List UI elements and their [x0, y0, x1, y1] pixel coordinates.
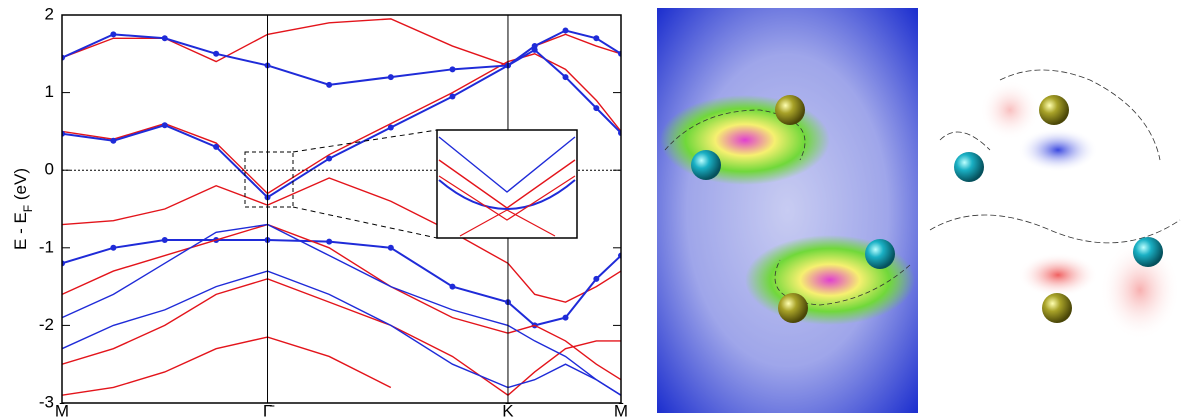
y-tick-label: -3 — [39, 392, 54, 411]
band — [62, 336, 392, 396]
x-tick-label: K̄ — [502, 401, 514, 419]
band-point — [387, 244, 394, 251]
band-point — [449, 66, 456, 73]
y-axis-label: E - EF (eV) — [11, 168, 35, 250]
inset-band — [438, 179, 576, 210]
band-point — [161, 237, 168, 244]
density-map-right — [921, 8, 1190, 413]
band-point — [593, 35, 600, 42]
y-tick-label: -1 — [39, 237, 54, 256]
band — [62, 177, 621, 303]
band-point — [326, 155, 333, 162]
y-label-main: E - E — [11, 212, 30, 250]
band-point — [110, 31, 117, 38]
band — [62, 270, 621, 396]
inset-frame — [436, 129, 578, 239]
y-label-tail: (eV) — [11, 168, 30, 205]
band-point — [387, 74, 394, 81]
band — [62, 18, 621, 67]
inset-band — [438, 175, 576, 237]
y-tick-label: -2 — [39, 315, 54, 334]
band-point — [110, 244, 117, 251]
band-point — [161, 122, 168, 129]
inset — [244, 129, 578, 239]
x-tick-label: M̄ — [55, 401, 69, 419]
band-point — [213, 143, 220, 150]
y-label-sub: F — [21, 205, 35, 212]
band-point — [161, 35, 168, 42]
zoom-guide — [292, 206, 438, 239]
band-point — [562, 314, 569, 321]
band-point — [110, 137, 117, 144]
band — [62, 223, 621, 396]
band-point — [326, 81, 333, 88]
plot-frame — [61, 14, 622, 404]
y-tick-label: 0 — [45, 160, 54, 179]
band-point — [593, 275, 600, 282]
band-point — [562, 27, 569, 34]
band-point — [449, 93, 456, 100]
inset-band — [438, 136, 576, 193]
band-point — [531, 43, 538, 50]
x-tick-label: Γ̄ — [263, 401, 275, 419]
x-tick-label: M̄ — [614, 401, 628, 419]
plot-area — [62, 18, 621, 397]
band-point — [449, 283, 456, 290]
band — [62, 239, 621, 327]
zoom-guide — [292, 129, 438, 153]
band-point — [326, 238, 333, 245]
band-point — [387, 124, 394, 131]
density-map-left — [657, 8, 918, 413]
y-tick-label: 2 — [45, 4, 54, 23]
band — [62, 223, 621, 381]
band-point — [593, 105, 600, 112]
zoom-box — [244, 151, 294, 208]
band-point — [213, 50, 220, 57]
y-tick-label: 1 — [45, 82, 54, 101]
band-point — [562, 74, 569, 81]
